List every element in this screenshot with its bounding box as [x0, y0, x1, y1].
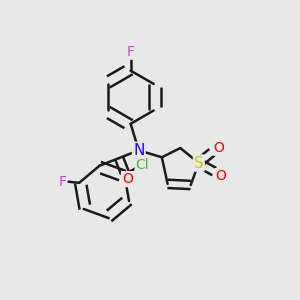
Text: O: O — [213, 141, 224, 154]
Text: S: S — [194, 155, 204, 170]
Text: O: O — [122, 172, 133, 186]
Text: N: N — [133, 143, 144, 158]
Text: F: F — [58, 175, 66, 189]
Text: O: O — [215, 169, 226, 183]
Text: F: F — [127, 45, 135, 59]
Text: Cl: Cl — [136, 158, 149, 172]
